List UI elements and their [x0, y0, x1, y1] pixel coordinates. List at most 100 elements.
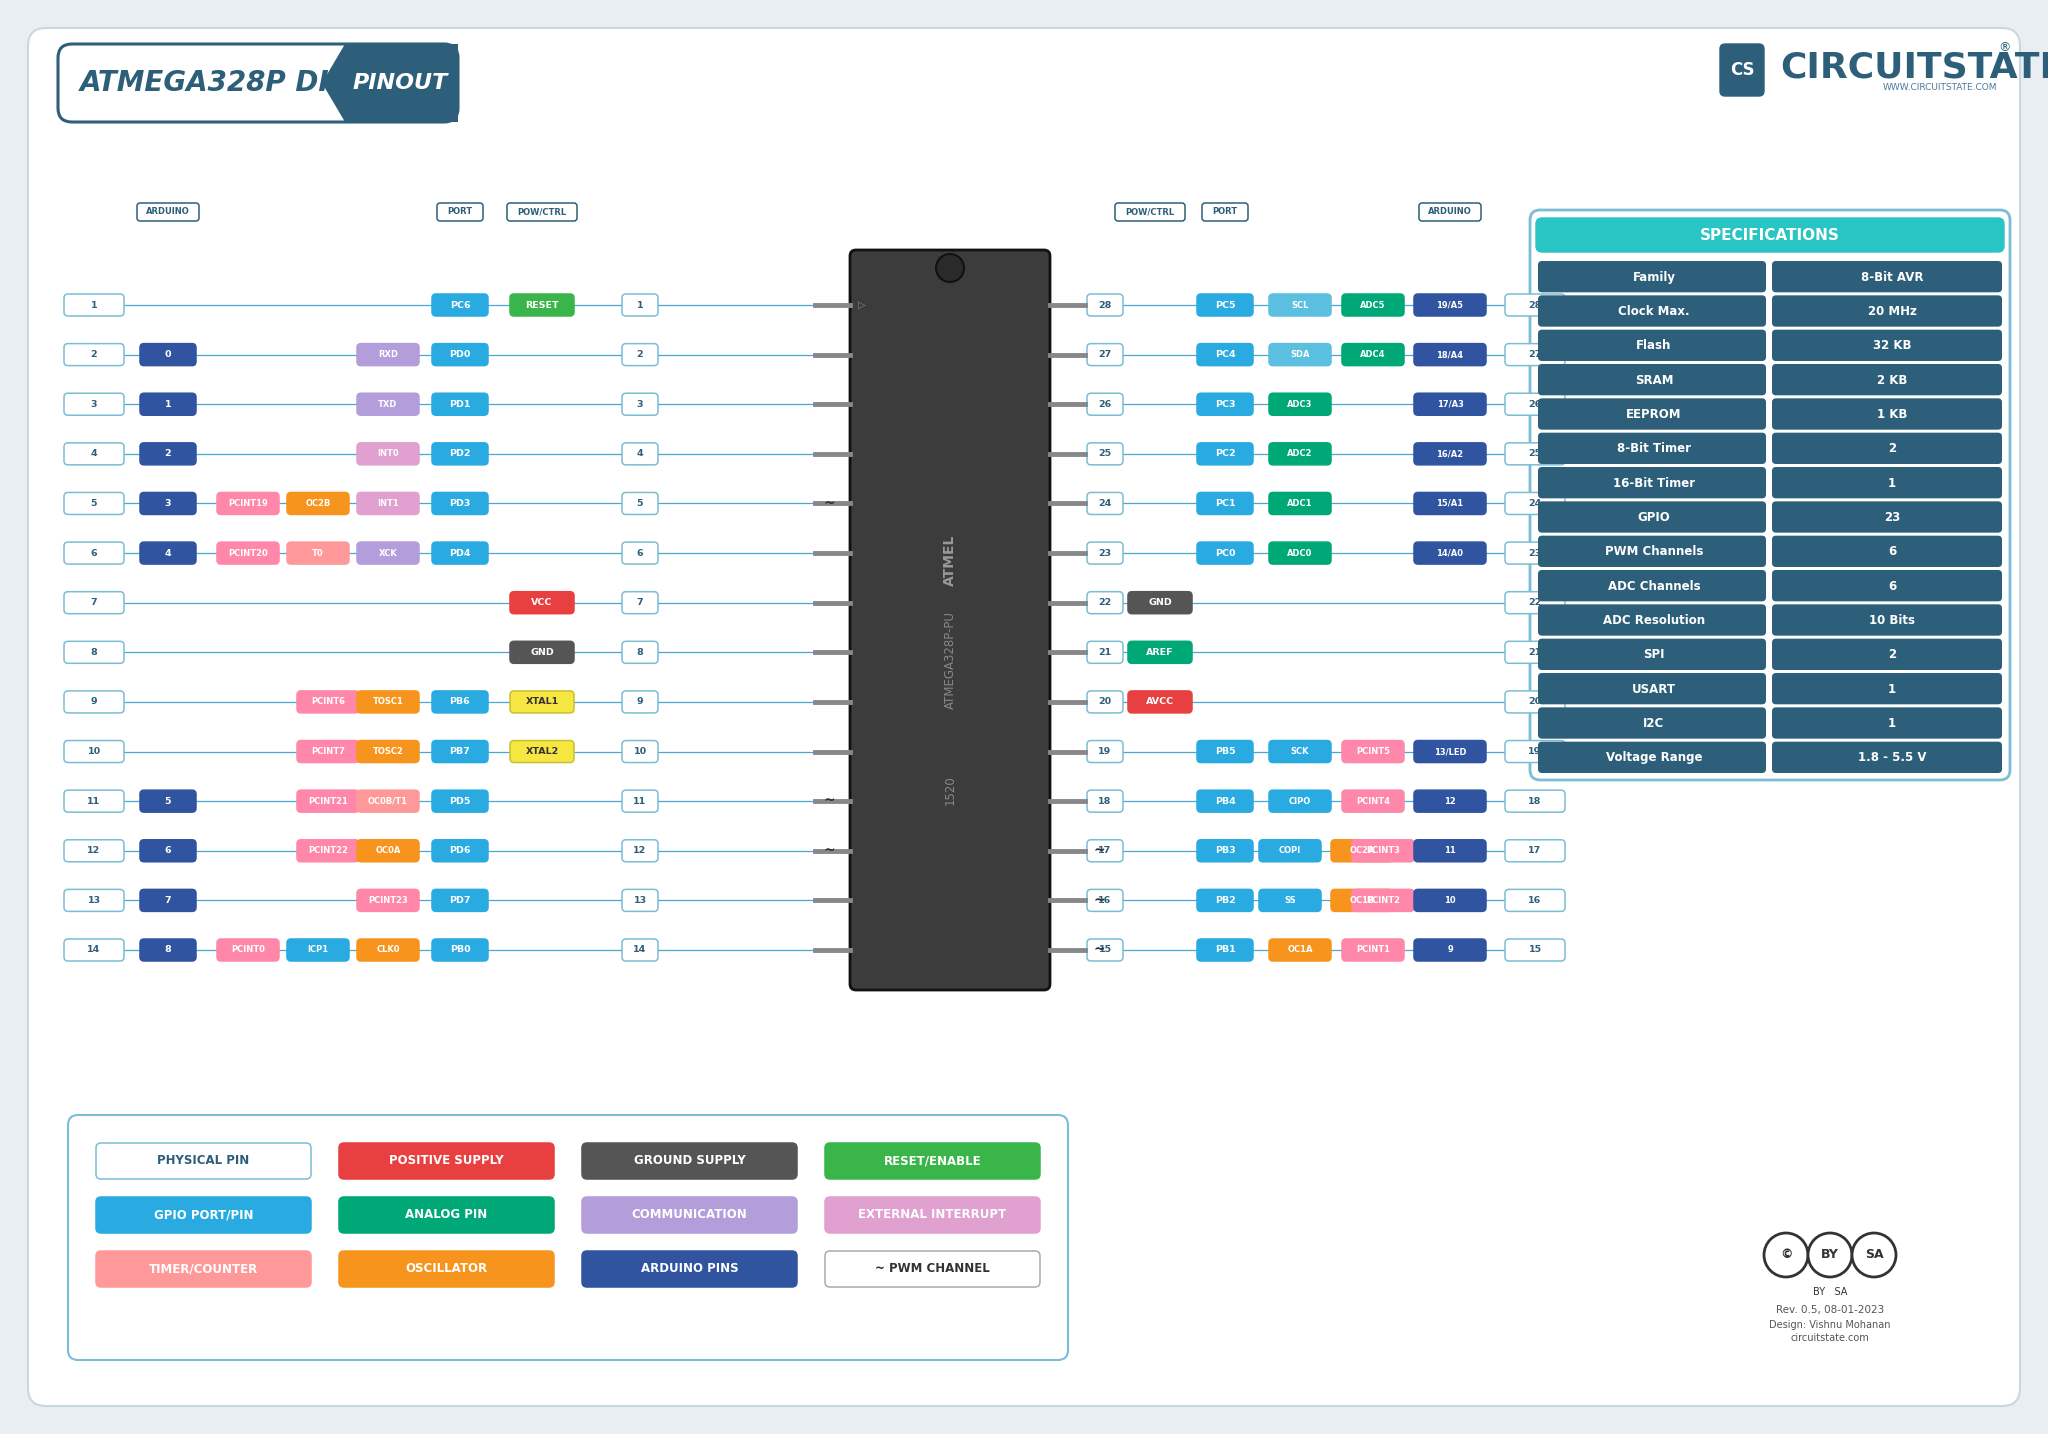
Text: PC3: PC3 [1214, 400, 1235, 409]
Text: 17/A3: 17/A3 [1436, 400, 1464, 409]
Text: 17: 17 [1528, 846, 1542, 855]
FancyBboxPatch shape [1772, 536, 2003, 566]
Text: 9: 9 [637, 697, 643, 707]
Text: PCINT22: PCINT22 [307, 846, 348, 855]
Text: XCK: XCK [379, 549, 397, 558]
FancyBboxPatch shape [1331, 840, 1393, 862]
FancyBboxPatch shape [1196, 393, 1253, 416]
FancyBboxPatch shape [432, 443, 487, 465]
FancyBboxPatch shape [1087, 542, 1122, 564]
Text: GND: GND [1149, 598, 1171, 607]
Text: CIPO: CIPO [1288, 797, 1311, 806]
Text: PCINT5: PCINT5 [1356, 747, 1391, 756]
FancyBboxPatch shape [1538, 467, 1765, 499]
FancyBboxPatch shape [1772, 569, 2003, 601]
FancyBboxPatch shape [63, 393, 125, 416]
FancyBboxPatch shape [1331, 889, 1393, 912]
Text: 25: 25 [1098, 449, 1112, 459]
Text: 4: 4 [90, 449, 98, 459]
FancyBboxPatch shape [63, 790, 125, 812]
Text: 3: 3 [637, 400, 643, 409]
Text: POW/CTRL: POW/CTRL [518, 208, 567, 217]
Text: PINOUT: PINOUT [352, 73, 449, 93]
FancyBboxPatch shape [432, 740, 487, 763]
Text: 2: 2 [90, 350, 98, 358]
FancyBboxPatch shape [1538, 707, 1765, 739]
Text: 9: 9 [90, 697, 98, 707]
Text: COMMUNICATION: COMMUNICATION [631, 1209, 748, 1222]
Text: OSCILLATOR: OSCILLATOR [406, 1262, 487, 1275]
FancyBboxPatch shape [287, 492, 348, 515]
Text: 21: 21 [1528, 648, 1542, 657]
Text: ADC1: ADC1 [1288, 499, 1313, 508]
FancyBboxPatch shape [139, 790, 197, 812]
FancyBboxPatch shape [1087, 889, 1122, 912]
Text: Rev. 0.5, 08-01-2023: Rev. 0.5, 08-01-2023 [1776, 1305, 1884, 1315]
Text: T0: T0 [311, 549, 324, 558]
Text: Voltage Range: Voltage Range [1606, 751, 1702, 764]
FancyBboxPatch shape [68, 1116, 1067, 1359]
FancyBboxPatch shape [1772, 330, 2003, 361]
Text: 5: 5 [90, 499, 96, 508]
Text: Flash: Flash [1636, 340, 1671, 353]
Text: ARDUINO: ARDUINO [145, 208, 190, 217]
Text: PCINT21: PCINT21 [307, 797, 348, 806]
FancyBboxPatch shape [217, 492, 279, 515]
Text: 23: 23 [1098, 549, 1112, 558]
Text: 1520: 1520 [944, 776, 956, 804]
Text: OC0B/T1: OC0B/T1 [369, 797, 408, 806]
Text: 5: 5 [637, 499, 643, 508]
FancyBboxPatch shape [623, 492, 657, 515]
FancyBboxPatch shape [217, 939, 279, 961]
Text: 8: 8 [90, 648, 98, 657]
Text: 18/A4: 18/A4 [1436, 350, 1464, 358]
FancyBboxPatch shape [217, 542, 279, 564]
FancyBboxPatch shape [1196, 889, 1253, 912]
FancyBboxPatch shape [63, 492, 125, 515]
FancyBboxPatch shape [432, 294, 487, 315]
Text: 16-Bit Timer: 16-Bit Timer [1614, 476, 1696, 489]
Text: 13/LED: 13/LED [1434, 747, 1466, 756]
FancyBboxPatch shape [432, 691, 487, 713]
Text: 15: 15 [1098, 945, 1112, 955]
FancyBboxPatch shape [1196, 840, 1253, 862]
Text: RESET: RESET [524, 301, 559, 310]
Text: PC5: PC5 [1214, 301, 1235, 310]
Text: 18: 18 [1098, 797, 1112, 806]
Text: POSITIVE SUPPLY: POSITIVE SUPPLY [389, 1154, 504, 1167]
Text: ADC4: ADC4 [1360, 350, 1386, 358]
FancyBboxPatch shape [1270, 393, 1331, 416]
Text: I2C: I2C [1642, 717, 1665, 730]
Text: 10 Bits: 10 Bits [1870, 614, 1915, 627]
Text: SS: SS [1284, 896, 1296, 905]
Text: PCINT2: PCINT2 [1366, 896, 1401, 905]
FancyBboxPatch shape [356, 542, 420, 564]
FancyBboxPatch shape [1128, 641, 1192, 664]
Text: 21: 21 [1098, 648, 1112, 657]
FancyBboxPatch shape [1341, 740, 1405, 763]
FancyBboxPatch shape [510, 294, 573, 315]
Text: ARDUINO: ARDUINO [1427, 208, 1473, 217]
Text: ANALOG PIN: ANALOG PIN [406, 1209, 487, 1222]
Text: 12: 12 [88, 846, 100, 855]
Text: RXD: RXD [379, 350, 397, 358]
Text: TOSC1: TOSC1 [373, 697, 403, 707]
Text: PCINT3: PCINT3 [1366, 846, 1401, 855]
FancyBboxPatch shape [623, 740, 657, 763]
FancyBboxPatch shape [1720, 44, 1763, 96]
Text: 3: 3 [164, 499, 172, 508]
FancyBboxPatch shape [1087, 294, 1122, 315]
FancyBboxPatch shape [1538, 399, 1765, 430]
FancyBboxPatch shape [1505, 691, 1565, 713]
FancyBboxPatch shape [1196, 790, 1253, 812]
Text: 12: 12 [1444, 797, 1456, 806]
Text: PD4: PD4 [449, 549, 471, 558]
Text: EEPROM: EEPROM [1626, 409, 1681, 422]
FancyBboxPatch shape [1772, 741, 2003, 773]
Text: PD5: PD5 [449, 797, 471, 806]
Text: PCINT19: PCINT19 [227, 499, 268, 508]
Text: ▷: ▷ [858, 300, 866, 310]
FancyBboxPatch shape [1128, 691, 1192, 713]
Text: 15: 15 [1528, 945, 1542, 955]
Text: VCC: VCC [530, 598, 553, 607]
